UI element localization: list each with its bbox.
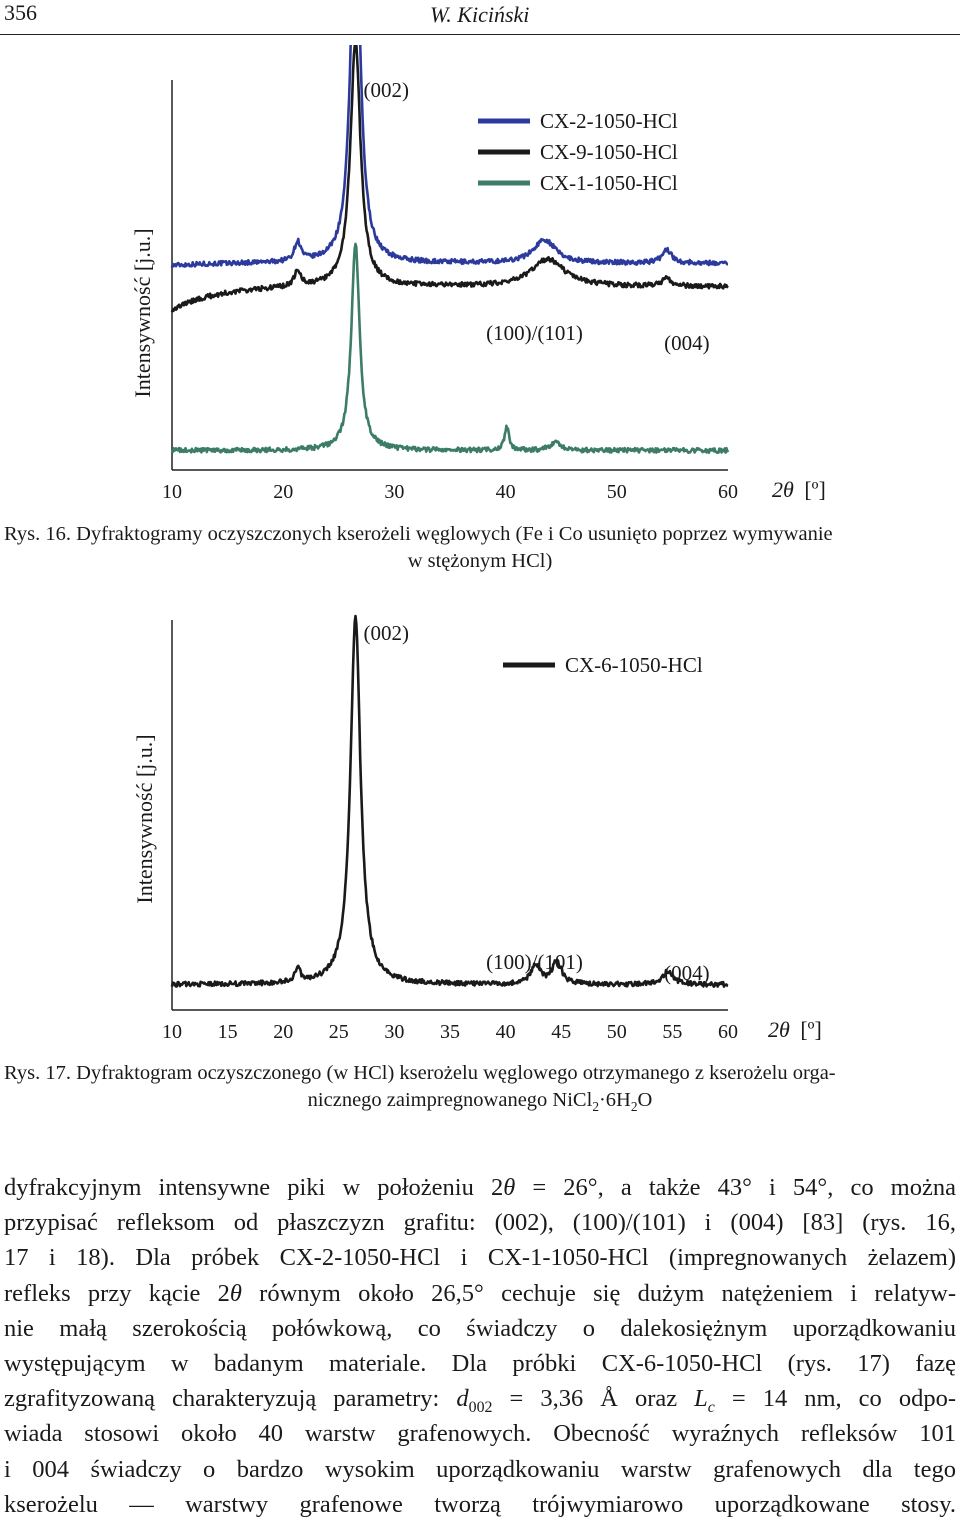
figure-17-caption: Rys. 17. Dyfraktogram oczyszczonego (w H… <box>4 1060 956 1114</box>
theta-symbol: θ <box>503 1174 516 1201</box>
text-line: refleks przy kącie 2θ równym około 26,5°… <box>4 1276 956 1311</box>
legend-label: CX-9-1050-HCl <box>540 140 678 164</box>
running-head-author: W. Kiciński <box>430 2 530 27</box>
peak-annotations: (002) (100)/(101) (004) <box>363 78 709 355</box>
x-axis-unit: [º] <box>804 477 825 502</box>
x-tick-label: 30 <box>384 1021 404 1043</box>
series-line <box>170 45 729 313</box>
series-line <box>170 45 729 268</box>
legend: CX-6-1050-HCl <box>503 653 703 677</box>
l-symbol: L <box>694 1385 708 1413</box>
figure-16-chart: Intensywność [j.u.] 10 20 30 40 50 60 (002) (1… <box>130 45 826 503</box>
x-axis-symbol: 2θ <box>772 477 794 502</box>
x-tick-label: 55 <box>662 1021 682 1043</box>
x-tick-label: 20 <box>273 481 293 503</box>
x-tick-label: 40 <box>496 1021 516 1043</box>
y-axis-label: Intensywność [j.u.] <box>132 734 157 903</box>
text-span: równym około 26,5° cechuje się dużym nat… <box>241 1279 956 1307</box>
x-tick-label: 10 <box>162 481 182 503</box>
x-tick-label: 10 <box>162 1021 182 1043</box>
text-line: przypisać refleksom od płaszczyzn grafit… <box>4 1209 956 1237</box>
series-line <box>170 614 729 988</box>
subscript: 2 <box>630 1099 638 1115</box>
subscript: 002 <box>468 1399 493 1417</box>
caption-text: O <box>637 1089 653 1111</box>
text-line: dyfrakcyjnym intensywne piki w położeniu… <box>4 1170 956 1205</box>
text-line: występującym w badanym materiale. Dla pr… <box>4 1350 956 1378</box>
text-span: = 14 nm, co odpo- <box>714 1385 956 1413</box>
caption-text: nicznego zaimpregnowanego NiCl <box>307 1089 593 1111</box>
y-axis-label: Intensywność [j.u.] <box>130 228 155 397</box>
d-symbol: d <box>456 1385 469 1413</box>
x-tick-label: 45 <box>551 1021 571 1043</box>
legend: CX-2-1050-HCl CX-9-1050-HCl CX-1-1050-HCl <box>478 109 678 195</box>
x-tick-label: 30 <box>384 481 404 503</box>
x-tick-labels: 10 15 20 25 30 35 40 45 50 55 60 <box>162 1021 738 1043</box>
theta-symbol: θ <box>229 1279 242 1307</box>
legend-label: CX-2-1050-HCl <box>540 109 678 133</box>
x-tick-label: 35 <box>440 1021 460 1043</box>
x-tick-label: 50 <box>607 481 627 503</box>
x-axis-symbol: 2θ <box>768 1017 790 1042</box>
series-line <box>171 242 730 455</box>
x-tick-label: 50 <box>607 1021 627 1043</box>
peak-label: (100)/(101) <box>486 321 583 345</box>
peak-label: (100)/(101) <box>486 950 583 974</box>
text-span: = 3,36 Å oraz <box>492 1385 695 1413</box>
figure-17-chart: Intensywność [j.u.] 10 15 20 25 30 35 40 45 50 55… <box>132 614 822 1043</box>
caption-line: Rys. 17. Dyfraktogram oczyszczonego (w H… <box>4 1062 836 1084</box>
x-tick-label: 60 <box>718 1021 738 1043</box>
caption-line: w stężonym HCl) <box>407 550 553 572</box>
data-series <box>170 45 730 455</box>
x-tick-label: 40 <box>496 481 516 503</box>
x-axis-unit: [º] <box>800 1017 821 1042</box>
text-line: nie małą szerokością połówkową, co świad… <box>4 1314 956 1342</box>
data-series <box>170 614 729 988</box>
text-span: refleks przy kącie 2 <box>4 1279 230 1307</box>
subscript: c <box>707 1399 715 1417</box>
page-number: 356 <box>4 0 37 25</box>
legend-label: CX-6-1050-HCl <box>565 653 703 677</box>
x-tick-labels: 10 20 30 40 50 60 <box>162 481 738 503</box>
x-axis-label: 2θ [º] <box>768 1017 822 1042</box>
text-span: = 26°, a także 43° i 54°, co można <box>515 1174 956 1201</box>
page-header: 356 W. Kiciński <box>0 0 960 35</box>
text-span: zgrafityzowaną charakteryzują parametry: <box>4 1385 457 1413</box>
text-line: zgrafityzowaną charakteryzują parametry:… <box>4 1381 956 1416</box>
caption-text: ·6H <box>598 1089 631 1111</box>
text-line: i 004 świadczy o bardzo wysokim uporządk… <box>4 1455 956 1483</box>
peak-label: (004) <box>664 331 710 355</box>
x-axis-label: 2θ [º] <box>772 477 826 502</box>
peak-annotations: (002) (100)/(101) (004) <box>363 621 709 985</box>
x-tick-label: 15 <box>218 1021 238 1043</box>
caption-line: Rys. 16. Dyfraktogramy oczyszczonych kse… <box>4 523 833 545</box>
x-tick-label: 25 <box>329 1021 349 1043</box>
x-tick-label: 60 <box>718 481 738 503</box>
peak-label: (002) <box>363 621 409 645</box>
figure-16-caption: Rys. 16. Dyfraktogramy oczyszczonych kse… <box>4 521 956 575</box>
legend-label: CX-1-1050-HCl <box>540 171 678 195</box>
peak-label: (004) <box>664 961 710 985</box>
text-line: kserożelu — warstwy grafenowe tworzą tró… <box>4 1490 956 1518</box>
caption-line: nicznego zaimpregnowanego NiCl2·6H2O <box>4 1087 956 1114</box>
x-tick-label: 20 <box>273 1021 293 1043</box>
peak-label: (002) <box>363 78 409 102</box>
subscript: 2 <box>592 1099 599 1115</box>
text-span: dyfrakcyjnym intensywne piki w położeniu… <box>4 1174 504 1201</box>
text-line: 17 i 18). Dla próbek CX-2-1050-HCl i CX-… <box>4 1244 956 1272</box>
text-line: wiada stosowi około 40 warstw grafenowyc… <box>4 1420 956 1448</box>
body-paragraph: dyfrakcyjnym intensywne piki w położeniu… <box>4 1170 956 1522</box>
